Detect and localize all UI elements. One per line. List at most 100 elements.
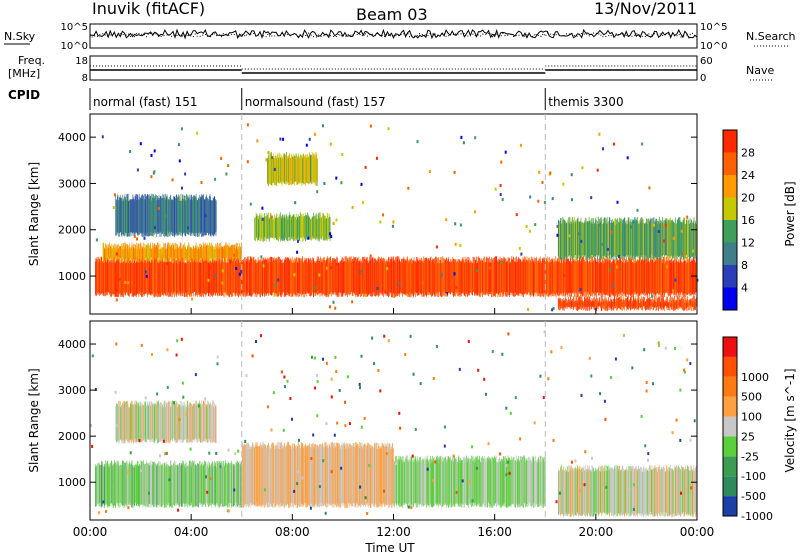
echo-cell — [264, 216, 266, 240]
echo-cell — [512, 461, 514, 504]
echo-cell — [428, 261, 430, 292]
echo-cell — [152, 404, 153, 439]
echo-cell — [238, 462, 239, 508]
echo-cell — [203, 258, 205, 298]
echo-speckle — [629, 225, 632, 229]
echo-speckle — [150, 175, 153, 179]
echo-cell — [391, 258, 392, 298]
echo-speckle — [615, 265, 618, 269]
echo-cell — [414, 459, 415, 503]
echo-cell — [614, 302, 616, 308]
echo-cell — [683, 217, 685, 259]
echo-cell — [149, 402, 151, 442]
echo-cell — [355, 259, 356, 296]
echo-cell — [535, 460, 537, 504]
echo-cell — [600, 302, 601, 308]
echo-cell — [640, 467, 641, 514]
echo-cell — [618, 469, 619, 513]
echo-cell — [149, 260, 150, 295]
echo-cell — [245, 257, 246, 298]
echo-cell — [663, 260, 664, 293]
echo-cell — [511, 259, 513, 294]
echo-cell — [383, 442, 385, 507]
echo-cell — [603, 257, 605, 295]
echo-cell — [314, 262, 315, 293]
echo-cell — [652, 257, 653, 294]
echo-cell — [409, 261, 411, 293]
echo-cell — [134, 465, 135, 506]
echo-cell — [580, 260, 581, 297]
echo-cell — [427, 459, 428, 505]
echo-cell — [234, 465, 236, 504]
echo-cell — [361, 261, 363, 296]
echo-cell — [652, 470, 653, 515]
echo-cell — [603, 299, 605, 306]
echo-cell — [213, 198, 214, 236]
echo-cell — [485, 460, 487, 506]
colorbar-swatch — [723, 242, 737, 265]
echo-cell — [601, 465, 603, 515]
echo-cell — [224, 466, 225, 507]
echo-cell — [647, 224, 648, 261]
echo-cell — [257, 446, 259, 505]
echo-cell — [533, 460, 535, 505]
echo-cell — [144, 259, 146, 294]
echo-cell — [160, 260, 162, 297]
echo-cell — [620, 218, 621, 257]
echo-cell — [695, 223, 697, 260]
echo-cell — [687, 471, 689, 517]
echo-cell — [285, 257, 287, 297]
echo-cell — [610, 468, 611, 514]
echo-cell — [536, 258, 538, 294]
echo-cell — [610, 259, 611, 292]
echo-speckle — [204, 214, 207, 218]
echo-cell — [520, 259, 521, 294]
echo-cell — [389, 443, 390, 507]
echo-cell — [665, 302, 666, 306]
echo-cell — [180, 261, 182, 294]
echo-cell — [478, 257, 480, 293]
echo-cell — [638, 260, 640, 295]
echo-cell — [141, 407, 143, 442]
echo-cell — [296, 448, 298, 509]
echo-cell — [300, 258, 302, 297]
echo-cell — [139, 406, 141, 441]
echo-cell — [581, 471, 583, 516]
echo-speckle — [391, 224, 394, 228]
echo-cell — [162, 261, 163, 295]
echo-cell — [143, 465, 145, 504]
echo-cell — [327, 213, 329, 238]
echo-cell — [528, 263, 530, 293]
echo-cell — [126, 194, 128, 238]
echo-cell — [119, 400, 121, 440]
echo-cell — [660, 466, 662, 512]
echo-cell — [346, 258, 348, 295]
echo-cell — [155, 200, 157, 233]
echo-cell — [353, 443, 355, 508]
echo-cell — [678, 469, 680, 516]
echo-cell — [169, 244, 170, 262]
echo-cell — [680, 258, 681, 293]
echo-cell — [356, 257, 358, 296]
colorbar-frame — [722, 129, 738, 311]
echo-cell — [337, 442, 339, 507]
echo-cell — [276, 153, 278, 182]
echo-cell — [175, 262, 177, 293]
echo-cell — [297, 445, 299, 508]
echo-cell — [432, 458, 434, 506]
echo-cell — [238, 256, 239, 298]
echo-cell — [251, 256, 252, 296]
echo-cell — [164, 462, 166, 508]
echo-cell — [489, 262, 491, 295]
echo-cell — [684, 300, 686, 310]
echo-cell — [256, 262, 258, 294]
echo-cell — [693, 301, 694, 308]
echo-cell — [201, 260, 202, 294]
echo-cell — [428, 258, 430, 292]
echo-speckle — [143, 236, 146, 240]
echo-cell — [568, 299, 570, 308]
echo-cell — [597, 469, 598, 512]
echo-cell — [191, 262, 193, 293]
echo-cell — [303, 446, 304, 504]
echo-cell — [585, 222, 587, 260]
